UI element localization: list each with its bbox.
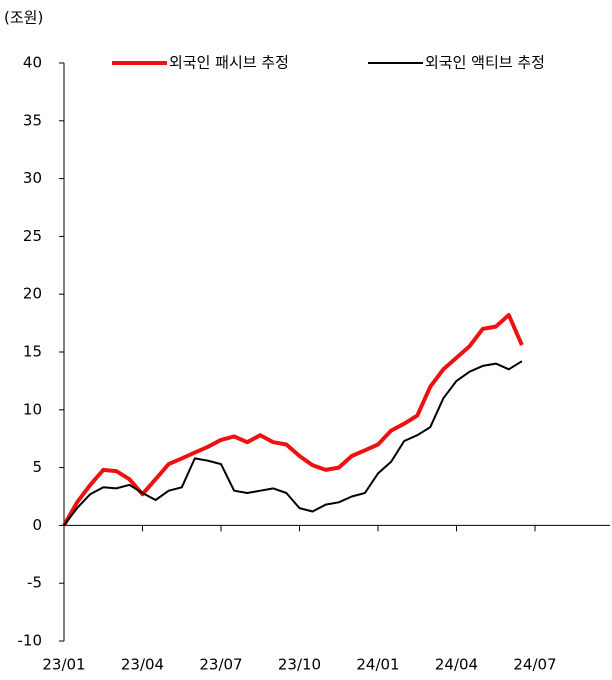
series-line (63, 360, 523, 527)
y-tick-label: -5 (27, 574, 42, 592)
y-tick-label: 20 (23, 285, 42, 303)
y-tick-label: 25 (23, 227, 42, 245)
x-tick-label: 23/07 (199, 656, 242, 674)
y-tick-label: 10 (23, 400, 42, 418)
x-tick-label: 23/04 (121, 656, 164, 674)
y-tick-label: 15 (23, 343, 42, 361)
x-tick-label: 23/01 (42, 656, 85, 674)
legend-label: 외국인 액티브 추정 (425, 54, 545, 72)
x-tick-label: 23/10 (278, 656, 321, 674)
x-tick-label: 24/07 (513, 656, 556, 674)
y-tick-label: 40 (23, 54, 42, 72)
series-line (62, 313, 524, 527)
y-tick-label: 35 (23, 111, 42, 129)
y-tick-label: 30 (23, 169, 42, 187)
y-tick-label: 0 (32, 516, 42, 534)
y-axis-label: (조원) (4, 9, 43, 27)
x-tick-label: 24/04 (435, 656, 478, 674)
y-tick-label: 5 (32, 458, 42, 476)
x-tick-label: 24/01 (356, 656, 399, 674)
y-tick-label: -10 (18, 632, 43, 650)
legend-label: 외국인 패시브 추정 (169, 54, 289, 72)
